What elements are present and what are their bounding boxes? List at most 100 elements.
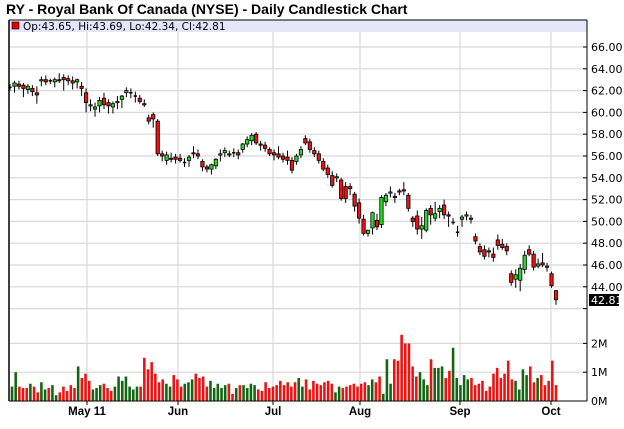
volume-bar: [120, 380, 124, 401]
volume-bar: [426, 385, 429, 401]
candle-up: [222, 150, 227, 154]
volume-bar: [187, 382, 190, 401]
price-tick-label: 48.00: [591, 237, 623, 250]
volume-bar: [179, 386, 183, 401]
volume-bar: [256, 389, 260, 401]
candle-down: [406, 194, 411, 209]
candle-down: [446, 214, 451, 217]
candle-up: [92, 106, 98, 110]
candle-down: [549, 273, 554, 287]
candle-down: [415, 215, 420, 230]
candle-down: [101, 97, 107, 106]
candle-down: [477, 246, 482, 253]
volume-bar: [54, 395, 58, 401]
legend-bar: [9, 20, 587, 32]
volume-bar: [429, 359, 433, 401]
volume-bar: [216, 383, 220, 401]
volume-bar: [36, 392, 40, 401]
volume-bar: [132, 389, 135, 401]
volume-bar: [124, 376, 128, 401]
candle-down: [352, 193, 357, 207]
volume-bar: [58, 392, 62, 401]
candle-down: [316, 153, 321, 161]
candle-down: [70, 80, 75, 84]
ohlc-legend-text: Op:43.65, Hi:43.69, Lo:42.34, Cl:42.81: [23, 21, 226, 33]
price-tick-label: 64.00: [591, 63, 623, 76]
candle-up: [379, 197, 384, 226]
volume-bar: [466, 379, 470, 401]
volume-bar: [73, 388, 76, 401]
volume-axis: 0M 1M 2M: [583, 337, 608, 408]
candle-up: [522, 254, 527, 270]
volume-bar: [69, 385, 73, 401]
volume-bar: [514, 380, 517, 401]
price-candles: [8, 73, 559, 305]
volume-bar: [198, 377, 201, 401]
date-tick-label: Aug: [349, 406, 371, 418]
volume-bar: [29, 383, 32, 401]
date-axis: May 11 Jun Jul Aug Sep Oct: [68, 401, 561, 418]
volume-bar: [459, 385, 462, 401]
candle-down: [79, 85, 84, 89]
candle-up: [12, 82, 17, 87]
volume-bar: [87, 380, 91, 401]
candle-down: [500, 243, 505, 248]
volume-bar: [201, 376, 205, 401]
candle-down: [339, 179, 344, 199]
volume-bar: [440, 366, 444, 401]
candle-up: [240, 143, 245, 150]
volume-bar: [330, 383, 334, 401]
volume-bar: [10, 386, 14, 401]
candle-down: [34, 92, 39, 96]
candle-up: [164, 154, 169, 161]
candle-up: [245, 139, 250, 145]
candle-down: [84, 92, 89, 103]
volume-bar: [165, 383, 168, 401]
volume-bar: [40, 382, 43, 401]
candle-up: [115, 101, 120, 104]
volume-bar: [227, 383, 231, 401]
volume-bar: [47, 388, 51, 401]
volume-bar: [238, 385, 242, 401]
volume-bar: [396, 360, 400, 401]
volume-bar: [14, 372, 17, 401]
volume-bar: [389, 383, 392, 401]
volume-bar: [385, 359, 389, 401]
volume-tick-label: 2M: [591, 337, 608, 350]
volume-bar: [260, 390, 264, 401]
candle-up: [424, 210, 429, 231]
volume-bar: [312, 380, 315, 401]
volume-bar: [25, 388, 28, 401]
candle-down: [486, 250, 491, 253]
volume-bar: [392, 359, 396, 401]
volume-bar: [418, 372, 422, 401]
price-tick-label: 60.00: [591, 106, 623, 119]
candle-down: [540, 262, 545, 266]
price-tick-label: 54.00: [591, 172, 623, 185]
candle-up: [419, 225, 424, 230]
chart-title: RY - Royal Bank Of Canada (NYSE) - Daily…: [6, 1, 408, 17]
price-tick-label: 52.00: [591, 194, 623, 207]
candle-down: [289, 159, 295, 171]
volume-bar: [536, 377, 539, 401]
volume-bar: [477, 383, 481, 401]
price-axis: 66.00 64.00 62.00 60.00 58.00 56.00 54.00 52.00…: [583, 41, 623, 310]
candle-up: [186, 156, 192, 161]
volume-bar: [234, 388, 238, 401]
volume-bar: [275, 385, 278, 401]
volume-bar: [106, 388, 109, 401]
candle-up: [25, 85, 30, 90]
volume-bar: [315, 383, 319, 401]
volume-bar: [319, 385, 323, 401]
candle-down: [57, 79, 62, 82]
candle-up: [124, 90, 129, 94]
candle-down: [392, 195, 397, 198]
volume-bar: [481, 380, 484, 401]
volume-bar: [157, 382, 161, 401]
volume-bar: [80, 377, 84, 401]
date-tick-label: Sep: [449, 406, 470, 418]
volume-bar: [525, 375, 528, 401]
candle-up: [97, 100, 102, 107]
price-tick-label: 56.00: [591, 150, 623, 163]
candle-down: [267, 149, 272, 155]
